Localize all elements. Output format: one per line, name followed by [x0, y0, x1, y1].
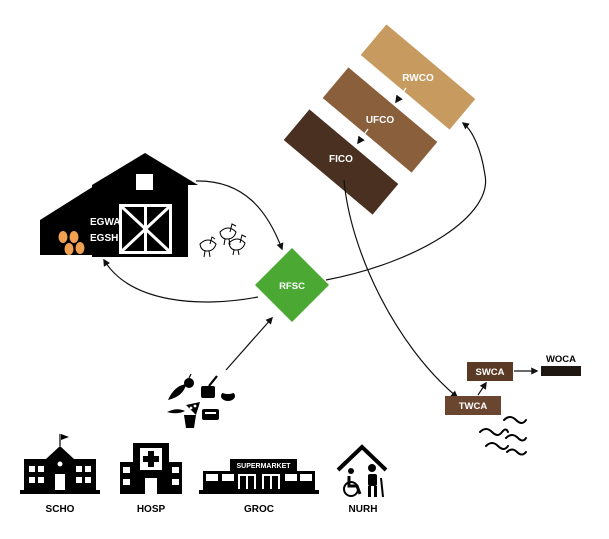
nurh-label: NURH — [349, 504, 378, 515]
arrow-rfsc-to-rwco — [325, 122, 487, 281]
nursing-home-icon — [336, 444, 388, 498]
rwco-bar: RWCO — [360, 24, 476, 130]
groc-label: GROC — [244, 504, 274, 515]
woca-box: WOCA — [541, 354, 581, 376]
egwa-label: EGWA — [90, 217, 121, 228]
rfsc-label: RFSC — [279, 281, 305, 292]
arrow-rwco-to-ufco — [395, 87, 407, 104]
twca-label: TWCA — [459, 401, 488, 412]
ufco-label: UFCO — [366, 115, 395, 126]
arrow-ufco-to-fico — [357, 128, 369, 145]
barn-icon: EGWA EGSH — [40, 153, 198, 257]
vermicompost-group: SWCA TWCA WOCA — [445, 354, 581, 456]
fico-bar: FICO — [283, 109, 399, 215]
rwco-label: RWCO — [402, 73, 434, 84]
scho-label: SCHO — [46, 504, 75, 515]
food-waste-icon — [167, 373, 235, 428]
fico-label: FICO — [329, 154, 353, 165]
woca-label: WOCA — [546, 354, 576, 365]
swca-label: SWCA — [475, 367, 504, 378]
compost-bars: RWCO UFCO FICO — [283, 24, 476, 215]
hospital-icon — [120, 443, 182, 494]
chickens-icon — [199, 223, 247, 258]
arrow-fico-to-twca — [343, 179, 459, 398]
arrow-barn-to-rfsc — [195, 180, 284, 251]
supermarket-icon: SUPERMARKET — [199, 459, 319, 494]
twca-box: TWCA — [445, 396, 501, 415]
supermarket-sign: SUPERMARKET — [236, 463, 291, 470]
swca-box: SWCA — [467, 362, 513, 381]
arrow-twca-to-swca — [477, 381, 487, 396]
rfsc-node: RFSC — [255, 248, 329, 322]
school-icon — [20, 434, 100, 494]
ufco-bar: UFCO — [322, 67, 438, 173]
egsh-label: EGSH — [90, 233, 118, 244]
arrow-rfsc-to-barn — [103, 258, 259, 303]
arrow-food-to-rfsc — [225, 316, 273, 371]
hosp-label: HOSP — [137, 504, 166, 515]
eggs-icon — [58, 231, 85, 255]
worms-icon — [479, 416, 527, 456]
flow-arrows — [103, 122, 487, 398]
